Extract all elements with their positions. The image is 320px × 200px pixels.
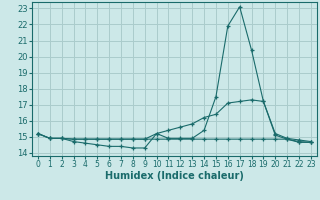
- X-axis label: Humidex (Indice chaleur): Humidex (Indice chaleur): [105, 171, 244, 181]
